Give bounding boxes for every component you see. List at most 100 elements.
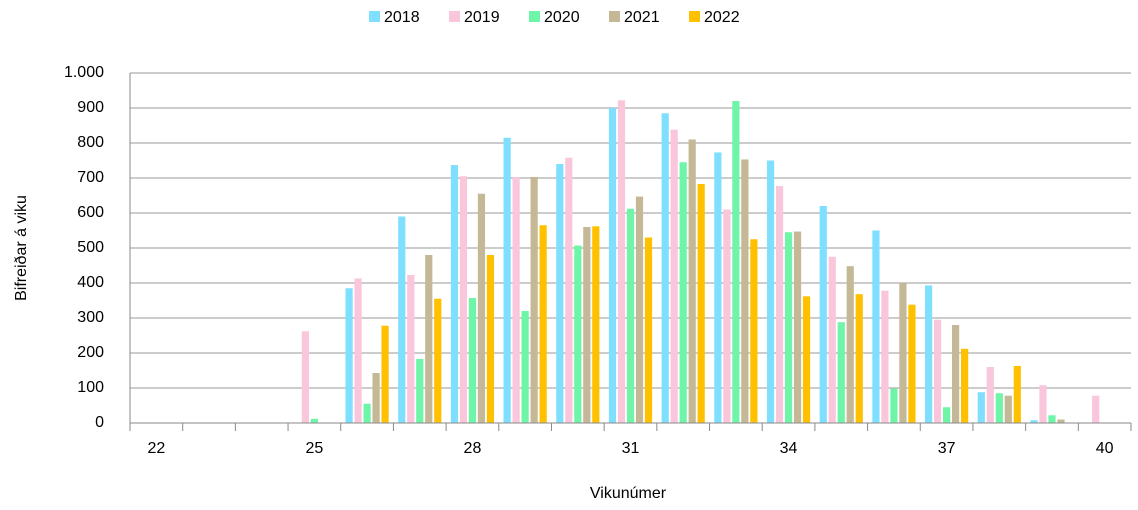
x-tick-label: 31 [622,440,640,457]
bar [934,319,942,423]
x-tick-label: 25 [305,440,323,457]
bar [802,296,811,423]
bar [697,183,705,423]
bar [890,388,898,423]
legend-swatch [609,11,620,22]
legend-label: 2018 [384,9,420,26]
legend-swatch [449,11,460,22]
bar [381,325,389,423]
bar [995,393,1003,423]
x-tick-label: 37 [938,440,956,457]
bar [539,225,547,423]
bar [925,285,933,423]
bar [354,278,362,423]
y-tick-label: 900 [77,99,104,116]
bar [986,367,994,423]
legend-swatch [689,11,700,22]
bar [855,294,863,423]
bar [732,101,740,423]
legend-label: 2021 [624,9,660,26]
legend-label: 2019 [464,9,500,26]
x-axis-label: Vikunúmer [590,485,667,502]
bar [828,256,836,423]
bar [486,255,495,423]
bar [837,322,845,423]
x-tick-label: 34 [780,440,798,457]
bar [372,372,380,423]
y-tick-label: 700 [77,169,104,186]
bar [416,358,424,423]
x-tick-label: 28 [464,440,482,457]
legend-label: 2020 [544,9,580,26]
bar [434,298,442,423]
bar [819,206,827,423]
bar [1030,420,1038,423]
y-tick-label: 200 [77,344,104,361]
bar [635,196,644,423]
bar [670,129,678,423]
bar [407,274,415,423]
bar [977,392,985,423]
bar [1092,395,1100,423]
bar [503,137,511,423]
bar [468,298,477,423]
bar [644,237,653,423]
y-tick-label: 300 [77,309,104,326]
y-tick-label: 400 [77,274,104,291]
bar [345,288,353,423]
bar [1004,395,1012,423]
bar [1057,419,1065,423]
y-tick-label: 800 [77,134,104,151]
bar [766,160,775,423]
legend-swatch [529,11,540,22]
bar [450,165,459,424]
bar [592,226,600,423]
y-tick-label: 1.000 [64,64,104,81]
bar [512,176,520,423]
bar [556,164,564,423]
y-axis-label: Bifreiðar á viku [13,195,30,301]
bar [846,266,854,423]
bar [530,176,538,423]
bar [679,162,687,423]
bar [521,311,529,423]
bar [881,290,889,423]
bar [775,186,784,423]
bar [608,108,617,423]
bar [750,239,758,423]
bar [310,418,318,423]
x-tick-label: 22 [147,440,165,457]
bar [301,331,309,423]
y-tick-label: 600 [77,204,104,221]
bar [565,157,573,423]
bar [398,216,406,423]
bar [908,304,916,423]
bar [952,325,960,423]
legend-label: 2022 [704,9,740,26]
bar [899,283,907,423]
bar [574,245,582,423]
bar [741,159,749,423]
bar [459,176,468,423]
bar [714,152,722,423]
bar [1039,385,1047,423]
bar [961,348,969,423]
bar [1048,415,1056,423]
y-tick-label: 0 [95,414,104,431]
bar [723,209,731,423]
bar [943,407,951,423]
y-tick-label: 500 [77,239,104,256]
bar [784,232,793,423]
y-tick-label: 100 [77,379,104,396]
bar [477,193,486,423]
bar [626,208,635,423]
bar [872,230,880,423]
legend-swatch [369,11,380,22]
bar [1013,365,1021,423]
bar [425,255,433,423]
bar [617,100,626,424]
bar [688,139,696,423]
bar [583,227,591,423]
bar [363,403,371,423]
